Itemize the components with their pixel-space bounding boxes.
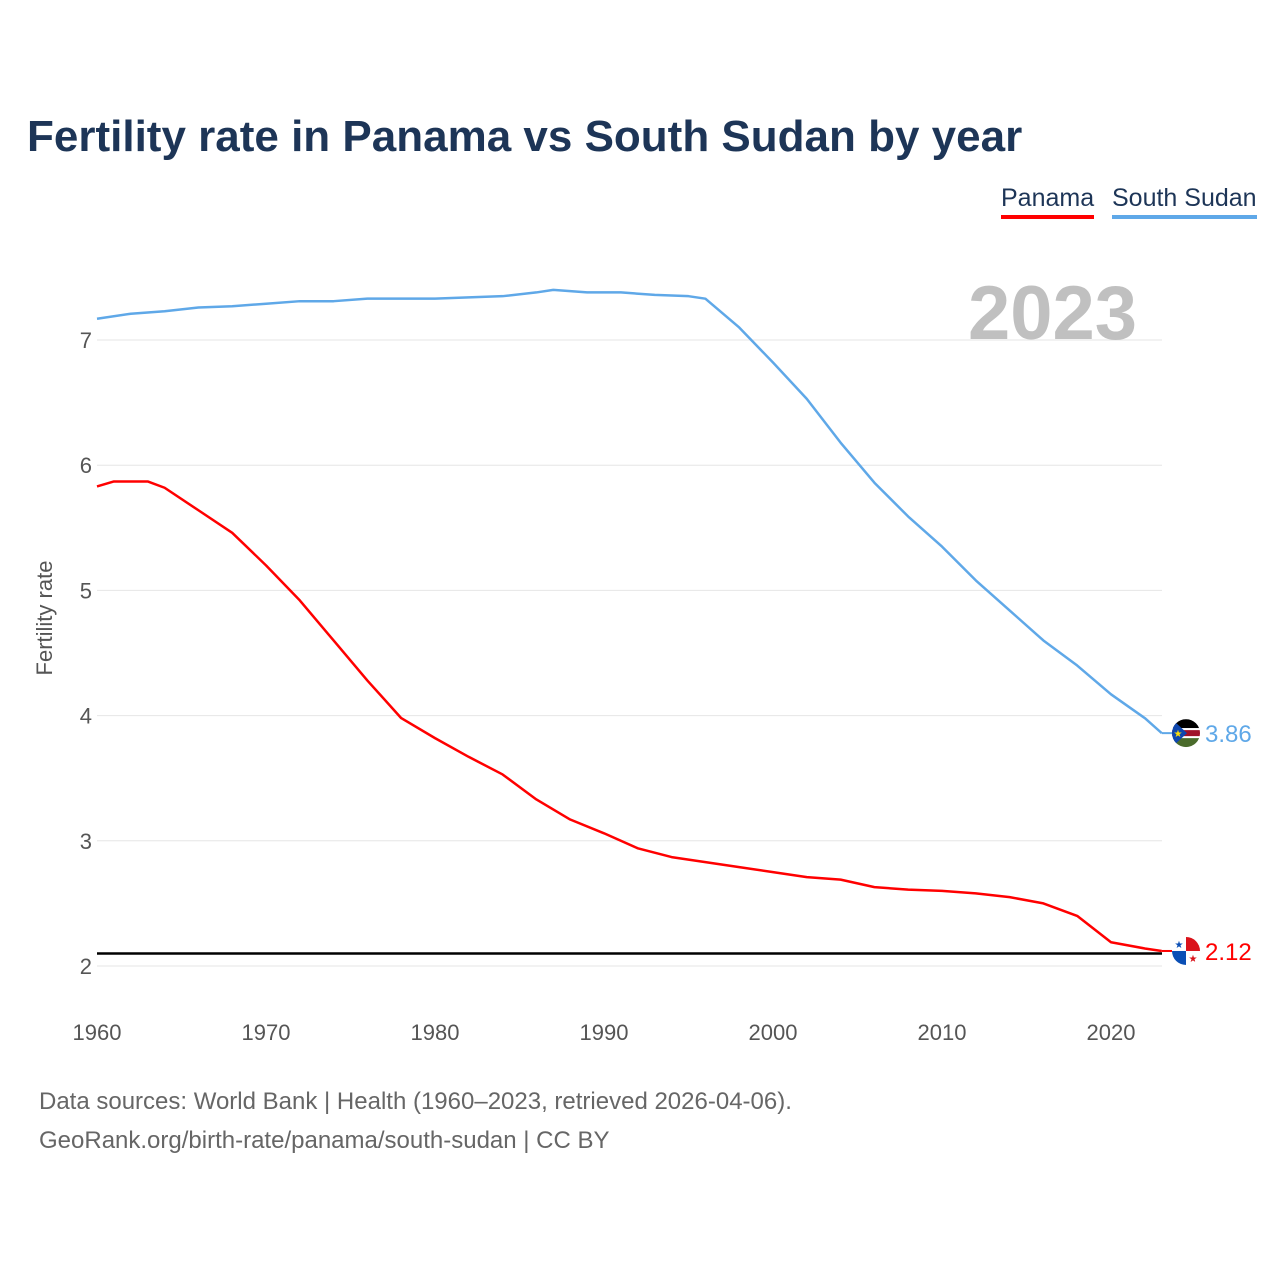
y-tick-label: 5 <box>80 578 92 603</box>
svg-text:★: ★ <box>1175 940 1184 951</box>
y-tick-label: 6 <box>80 453 92 478</box>
y-tick-label: 2 <box>80 954 92 979</box>
end-value-label: 3.86 <box>1205 721 1252 748</box>
year-badge: 2023 <box>968 271 1138 356</box>
x-tick-label: 1960 <box>73 1020 122 1045</box>
x-tick-label: 2020 <box>1087 1020 1136 1045</box>
legend-panama[interactable]: Panama <box>1001 184 1095 219</box>
source-line-1: Data sources: World Bank | Health (1960–… <box>39 1088 792 1115</box>
y-tick-label: 3 <box>80 829 92 854</box>
y-tick-label: 7 <box>80 328 92 353</box>
x-tick-label: 1980 <box>411 1020 460 1045</box>
x-tick-label: 2000 <box>749 1020 798 1045</box>
end-value-label: 2.12 <box>1205 939 1252 966</box>
x-tick-label: 1990 <box>580 1020 629 1045</box>
south-sudan-flag-icon: ★ <box>1172 719 1200 748</box>
x-tick-label: 1970 <box>242 1020 291 1045</box>
panama-flag-icon: ★ ★ <box>1172 936 1200 965</box>
svg-text:★: ★ <box>1174 729 1183 740</box>
x-tick-label: 2010 <box>918 1020 967 1045</box>
chart-title: Fertility rate in Panama vs South Sudan … <box>27 112 1023 161</box>
series-line-panama <box>96 480 1162 953</box>
y-tick-label: 4 <box>80 704 92 729</box>
legend-south-sudan[interactable]: South Sudan <box>1112 184 1257 219</box>
source-line-2: GeoRank.org/birth-rate/panama/south-suda… <box>39 1127 610 1154</box>
series-line-south-sudan <box>96 288 1163 735</box>
svg-text:★: ★ <box>1189 954 1198 965</box>
